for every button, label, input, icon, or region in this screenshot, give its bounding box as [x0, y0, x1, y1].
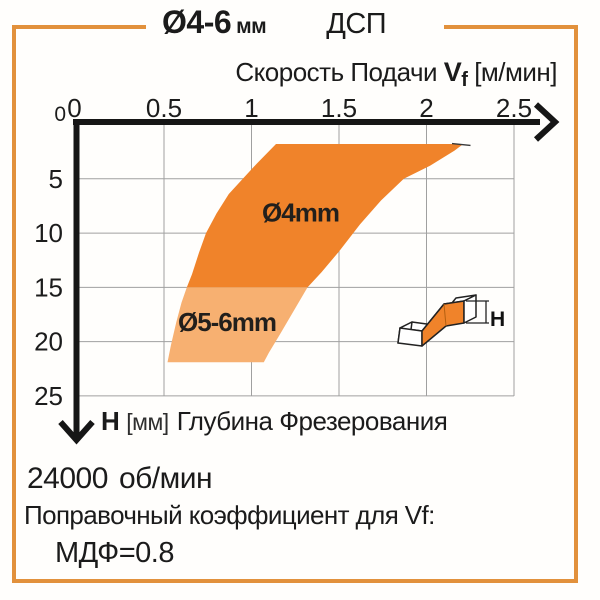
rpm-value: 24000 [27, 462, 108, 495]
h-units: [мм] [126, 409, 169, 435]
mdf-coefficient-line: МДФ=0.8 [55, 537, 174, 569]
x-axis-title-text: Скорость Подачи [235, 57, 444, 87]
h-symbol: H [101, 406, 120, 436]
band-edge-mark [451, 142, 471, 147]
x-tick-label: 0 [67, 93, 81, 123]
x-axis-arrowhead [533, 102, 560, 142]
x-tick-label: 2.5 [496, 93, 532, 123]
y-tick-label: 25 [34, 381, 63, 411]
x-tick-label: 1.5 [321, 93, 357, 123]
x-axis-title: Скорость Подачи Vf [м/мин] [0, 57, 557, 91]
y-tick-label: 5 [49, 164, 63, 194]
x-axis-vf-symbol: V [443, 57, 462, 87]
y-axis-title: H [мм] Глубина Фрезерования [101, 406, 448, 437]
rpm-units: об/мин [118, 462, 213, 495]
title-material: ДСП [326, 8, 387, 40]
chart-canvas: Ø4mm Ø5-6mm 0 0.5 1 1.5 2 2.5 0 5 10 15 20 25 H [34, 93, 560, 445]
icon-h-label: H [490, 308, 505, 331]
y-tick-label: 10 [34, 218, 63, 248]
y-tick-label: 15 [34, 272, 63, 302]
x-tick-label: 2 [419, 93, 433, 123]
band-label-d4mm: Ø4mm [262, 197, 339, 227]
y-tick-label: 20 [34, 327, 63, 357]
feed-band-d5-6mm [167, 287, 308, 363]
x-axis-units: [м/мин] [467, 57, 557, 87]
icon-bend-edge [443, 303, 447, 327]
rpm-line: 24000 об/мин [27, 462, 213, 496]
workpiece-depth-icon: H [397, 294, 505, 347]
x-tick-label: 0.5 [146, 93, 182, 123]
title-diameter: Ø4-6 [162, 4, 232, 40]
band-label-d5-6mm: Ø5-6mm [178, 307, 276, 337]
x-tick-label: 1 [244, 93, 258, 123]
chart-title: Ø4-6 мм ДСП [146, 4, 444, 48]
icon-front-white-face [397, 327, 423, 347]
correction-coefficient-line: Поправочный коэффициент для Vf: [24, 500, 435, 530]
title-diameter-unit: мм [236, 15, 267, 38]
icon-milled-orange-face [421, 300, 465, 347]
h-axis-text: Глубина Фрезерования [176, 406, 448, 436]
y-axis-arrowhead [58, 420, 95, 445]
y-axis-zero-label: 0 [54, 103, 66, 126]
x-axis-vf-subscript: f [461, 69, 468, 91]
feed-band-d4mm [186, 144, 464, 288]
icon-right-end-face [463, 294, 477, 324]
